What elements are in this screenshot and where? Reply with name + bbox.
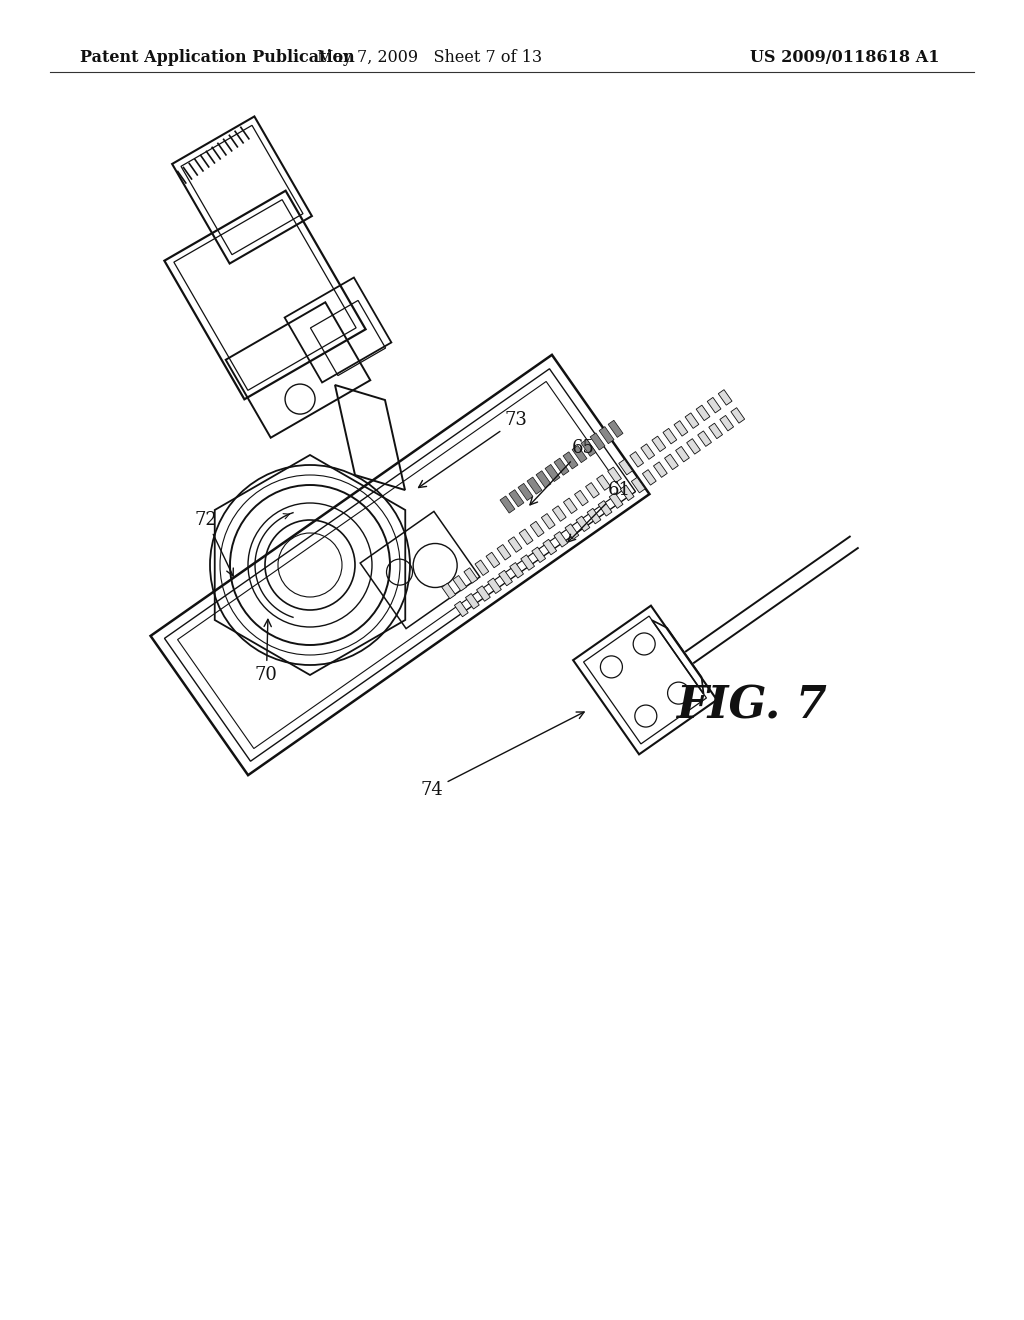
Polygon shape xyxy=(486,552,500,568)
Polygon shape xyxy=(586,483,599,498)
Text: 72: 72 xyxy=(195,511,233,576)
Polygon shape xyxy=(527,477,542,494)
Polygon shape xyxy=(676,446,689,462)
Polygon shape xyxy=(731,408,744,424)
Polygon shape xyxy=(466,594,479,609)
Polygon shape xyxy=(509,490,524,507)
Text: 61: 61 xyxy=(568,480,631,543)
Polygon shape xyxy=(663,429,677,444)
Polygon shape xyxy=(597,475,610,490)
Polygon shape xyxy=(441,583,456,599)
Polygon shape xyxy=(632,478,645,492)
Polygon shape xyxy=(464,568,477,583)
Polygon shape xyxy=(607,467,622,483)
Polygon shape xyxy=(542,513,555,529)
Polygon shape xyxy=(476,586,490,602)
Polygon shape xyxy=(565,524,579,540)
Text: FIG. 7: FIG. 7 xyxy=(676,685,826,727)
Polygon shape xyxy=(720,416,733,430)
Polygon shape xyxy=(545,465,560,482)
Polygon shape xyxy=(552,506,566,521)
Polygon shape xyxy=(674,421,688,436)
Text: May 7, 2009   Sheet 7 of 13: May 7, 2009 Sheet 7 of 13 xyxy=(317,49,543,66)
Polygon shape xyxy=(572,446,587,462)
Polygon shape xyxy=(543,540,557,554)
Polygon shape xyxy=(475,560,488,576)
Polygon shape xyxy=(519,529,532,545)
Text: 65: 65 xyxy=(530,440,595,504)
Polygon shape xyxy=(563,451,578,469)
Polygon shape xyxy=(697,430,712,446)
Text: 73: 73 xyxy=(419,411,528,487)
Polygon shape xyxy=(453,576,467,591)
Polygon shape xyxy=(554,458,569,475)
Polygon shape xyxy=(563,498,578,513)
Polygon shape xyxy=(499,570,512,586)
Polygon shape xyxy=(642,470,656,486)
Polygon shape xyxy=(500,496,515,513)
Polygon shape xyxy=(618,459,633,475)
Polygon shape xyxy=(531,546,546,562)
Text: 70: 70 xyxy=(255,619,278,684)
Text: 74: 74 xyxy=(420,711,584,799)
Polygon shape xyxy=(581,440,596,457)
Polygon shape xyxy=(652,436,666,451)
Polygon shape xyxy=(709,424,723,438)
Polygon shape xyxy=(487,578,502,594)
Text: Patent Application Publication: Patent Application Publication xyxy=(80,49,354,66)
Polygon shape xyxy=(521,554,535,570)
Polygon shape xyxy=(577,516,590,532)
Polygon shape xyxy=(455,602,468,616)
Polygon shape xyxy=(621,486,634,500)
Polygon shape xyxy=(598,500,612,516)
Polygon shape xyxy=(653,462,668,478)
Polygon shape xyxy=(554,532,567,546)
Polygon shape xyxy=(508,537,522,552)
Polygon shape xyxy=(708,397,721,413)
Polygon shape xyxy=(574,490,588,506)
Polygon shape xyxy=(665,454,678,470)
Polygon shape xyxy=(641,444,654,459)
Polygon shape xyxy=(696,405,710,421)
Polygon shape xyxy=(587,508,601,524)
Polygon shape xyxy=(536,471,551,488)
Polygon shape xyxy=(518,483,532,500)
Polygon shape xyxy=(685,413,698,429)
Polygon shape xyxy=(608,420,623,437)
Polygon shape xyxy=(530,521,544,537)
Polygon shape xyxy=(599,426,614,444)
Polygon shape xyxy=(687,438,700,454)
Polygon shape xyxy=(510,562,523,578)
Polygon shape xyxy=(590,433,605,450)
Polygon shape xyxy=(718,389,732,405)
Text: US 2009/0118618 A1: US 2009/0118618 A1 xyxy=(751,49,940,66)
Polygon shape xyxy=(609,492,623,508)
Polygon shape xyxy=(630,451,643,467)
Polygon shape xyxy=(497,545,511,560)
